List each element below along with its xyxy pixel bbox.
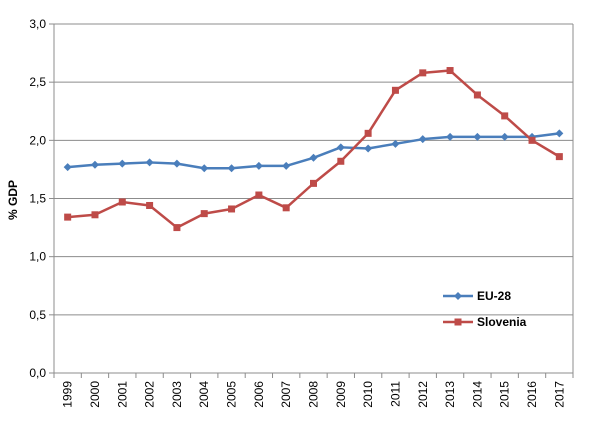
tick-labels: 0,0 0,5 1,0 1,5 2,0 2,5 3,0 1999 2000 2001 2002 200…	[29, 17, 566, 408]
legend-label: EU-28	[477, 289, 511, 303]
x-tick-label: 2017	[552, 381, 566, 408]
data-point	[146, 201, 154, 209]
data-point	[172, 159, 181, 168]
x-tick-label: 2012	[416, 381, 430, 408]
y-tick-label: 1,0	[29, 250, 46, 264]
data-point	[309, 153, 318, 162]
series-line	[67, 69, 560, 229]
x-tick-label: 2009	[334, 381, 348, 408]
data-point	[391, 139, 400, 148]
data-point	[228, 205, 236, 213]
legend-marker	[454, 292, 462, 300]
y-tick-label: 0,5	[29, 308, 46, 322]
data-point	[337, 157, 345, 165]
data-point	[282, 204, 290, 212]
legend: EU-28 Slovenia	[443, 289, 527, 329]
data-point	[145, 158, 154, 167]
x-tick-label: 2013	[443, 381, 457, 408]
x-tick-label: 2011	[388, 381, 402, 407]
data-point	[446, 132, 455, 141]
data-point	[91, 211, 99, 219]
data-point	[63, 163, 72, 172]
data-point	[254, 161, 263, 170]
data-point	[473, 132, 482, 141]
data-point	[473, 91, 481, 99]
x-tick-label: 2015	[498, 381, 512, 408]
x-tick-label: 2008	[307, 381, 321, 408]
x-tick-label: 2003	[170, 381, 184, 408]
data-point	[500, 132, 509, 141]
data-point	[501, 112, 509, 120]
data-point	[528, 136, 536, 144]
data-point	[555, 153, 563, 161]
data-point	[418, 135, 427, 144]
y-tick-label: 3,0	[29, 17, 46, 31]
data-point	[364, 144, 373, 153]
data-point	[282, 161, 291, 170]
data-point	[446, 67, 454, 75]
x-tick-label: 2007	[279, 381, 293, 408]
data-point	[555, 129, 564, 138]
x-tick-label: 2000	[88, 381, 102, 408]
data-point	[200, 210, 208, 218]
gridlines	[54, 23, 573, 316]
y-axis-title: % GDP	[6, 180, 20, 220]
data-point	[419, 69, 427, 77]
data-point	[173, 224, 181, 232]
legend-label: Slovenia	[477, 315, 527, 329]
data-point	[64, 213, 72, 221]
y-tick-label: 2,5	[29, 75, 46, 89]
legend-marker	[454, 318, 462, 326]
y-tick-label: 0,0	[29, 366, 46, 380]
series-line	[67, 132, 560, 170]
axes	[49, 23, 574, 378]
data-point	[200, 164, 209, 173]
data-point	[310, 179, 317, 187]
x-tick-label: 2005	[225, 381, 239, 408]
data-point	[90, 160, 99, 169]
x-tick-label: 2010	[361, 381, 375, 408]
data-point	[391, 86, 399, 94]
data-point	[364, 129, 372, 137]
x-tick-label: 2001	[115, 381, 129, 408]
y-tick-label: 1,5	[29, 192, 46, 206]
x-tick-label: 2002	[143, 381, 157, 408]
x-tick-label: 2006	[252, 381, 266, 408]
data-point	[227, 164, 236, 173]
data-point	[118, 198, 126, 206]
data-point	[118, 159, 127, 168]
series-lines	[63, 67, 564, 232]
data-point	[255, 191, 263, 199]
y-tick-label: 2,0	[29, 133, 46, 147]
data-point	[336, 143, 345, 152]
x-tick-label: 2014	[470, 381, 484, 408]
x-tick-label: 2016	[525, 381, 539, 408]
x-tick-label: 1999	[61, 381, 75, 408]
x-tick-label: 2004	[197, 381, 211, 408]
